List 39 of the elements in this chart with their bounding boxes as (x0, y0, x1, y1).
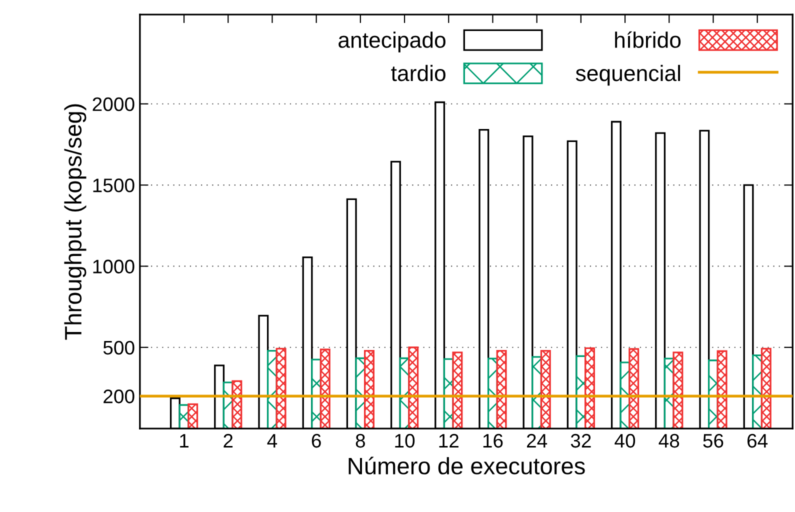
bar (760, 348, 772, 429)
x-tick-label: 4 (267, 434, 278, 448)
bar (408, 346, 419, 429)
legend-label: sequencial (576, 64, 680, 86)
x-tick-label: 8 (356, 434, 365, 448)
bar (540, 350, 551, 429)
x-tick-label: 10 (395, 434, 415, 448)
x-tick-label: 64 (748, 434, 768, 448)
y-axis-title: Throughput (kops/seg) (64, 104, 86, 340)
bar (320, 348, 330, 429)
y-tick-label: 2000 (92, 97, 134, 112)
y-tick-label: 200 (104, 390, 134, 404)
x-tick-label: 32 (570, 434, 591, 448)
x-tick-label: 16 (483, 434, 503, 448)
legend-label: tardio (391, 64, 446, 82)
bar (364, 350, 374, 429)
x-tick-label: 12 (439, 434, 458, 448)
x-tick-label: 24 (526, 434, 548, 448)
bar (188, 403, 198, 429)
bar (716, 350, 728, 429)
x-tick-label: 56 (703, 434, 724, 448)
x-tick-label: 6 (312, 434, 321, 448)
bar (496, 350, 507, 429)
bar (628, 348, 640, 429)
x-tick-label: 2 (224, 434, 233, 448)
x-axis-title: Número de executores (348, 456, 585, 474)
bar (452, 352, 463, 429)
bar (672, 352, 684, 429)
y-tick-label: 1000 (93, 260, 134, 274)
bar (584, 347, 595, 429)
bar (232, 380, 242, 429)
bar (276, 348, 286, 429)
x-tick-label: 1 (180, 434, 188, 448)
legend-label: híbrido (615, 31, 681, 48)
x-tick-label: 48 (658, 434, 680, 448)
y-tick-label: 500 (103, 340, 134, 355)
legend-label: antecipado (338, 32, 446, 52)
y-tick-label: 1500 (93, 178, 134, 192)
x-tick-label: 40 (614, 434, 636, 448)
